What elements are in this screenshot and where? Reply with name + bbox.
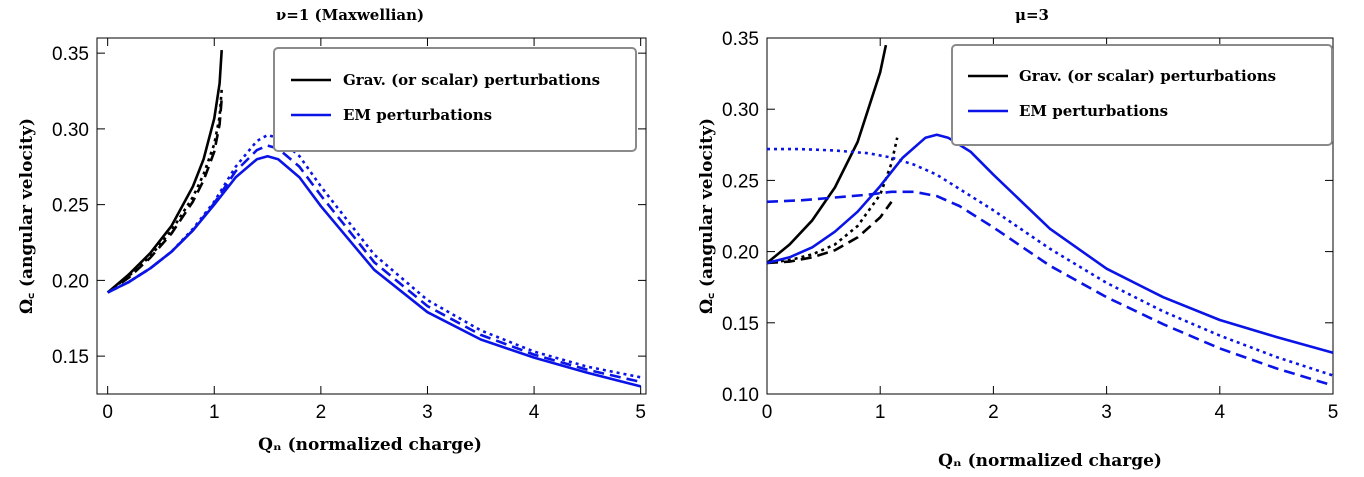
series-line-em-dashed — [107, 144, 641, 384]
series-line-grav-dotted — [106, 89, 223, 294]
legend-box — [273, 47, 637, 152]
series-line-grav-dotted — [766, 137, 899, 265]
x-tick-label: 3 — [1101, 402, 1112, 423]
plot-frame — [766, 37, 1334, 395]
series-line-grav-dashed — [766, 201, 893, 265]
y-axis-title: Ω꜀ (angular velocity) — [697, 118, 717, 314]
y-tick-label: 0.35 — [722, 29, 759, 50]
series-line-em-solid — [766, 133, 1334, 354]
legend-label-em: EM perturbations — [1019, 102, 1168, 120]
series-line-em-dashed — [766, 190, 1334, 387]
x-tick-label: 4 — [529, 402, 540, 423]
y-tick-label: 0.35 — [52, 44, 89, 65]
x-tick-label: 5 — [1328, 402, 1339, 423]
series-line-em-solid — [107, 154, 642, 388]
x-tick-label: 5 — [635, 402, 646, 423]
series-line-grav-dashed — [106, 98, 223, 294]
x-tick-label: 2 — [316, 402, 327, 423]
plot-frame — [96, 37, 647, 395]
x-tick-label: 0 — [762, 402, 773, 423]
y-tick-label: 0.20 — [52, 271, 89, 292]
series-line-grav-solid — [766, 44, 888, 265]
x-tick-label: 4 — [1215, 402, 1226, 423]
legend-label-em: EM perturbations — [343, 106, 492, 124]
x-tick-label: 1 — [209, 402, 220, 423]
y-tick-label: 0.30 — [52, 120, 89, 141]
legend: Grav. (or scalar) perturbations EM pertu… — [951, 44, 1333, 146]
axis-ticks: 0 1 2 3 4 5 0.10 0.15 0.20 0.25 0.30 0.35 — [722, 29, 1338, 423]
series-line-em-dotted — [767, 147, 1334, 377]
y-tick-label: 0.15 — [52, 347, 89, 368]
y-tick-label: 0.10 — [722, 385, 759, 406]
y-axis-title: Ω꜀ (angular velocity) — [17, 118, 37, 314]
y-tick-label: 0.30 — [722, 100, 759, 121]
x-tick-label: 1 — [875, 402, 886, 423]
x-axis-title: Qₙ (normalized charge) — [258, 435, 482, 455]
series-group — [766, 44, 1334, 387]
x-tick-label: 2 — [988, 402, 999, 423]
series-line-em-dotted — [107, 133, 641, 379]
axis-ticks: 0 1 2 3 4 5 0.15 0.20 0.25 0.30 0.35 — [52, 38, 646, 423]
series-group — [106, 50, 642, 388]
legend-label-grav: Grav. (or scalar) perturbations — [1019, 67, 1276, 85]
chart-title: ν=1 (Maxwellian) — [276, 6, 424, 24]
legend-box — [951, 44, 1333, 146]
chart-panel-mu3: μ=3 0 1 2 3 4 5 0.10 0.15 0.20 0.25 0.30 0.35 Qₙ (n… — [697, 6, 1338, 471]
y-tick-label: 0.25 — [52, 196, 89, 217]
x-tick-label: 3 — [422, 402, 433, 423]
y-tick-label: 0.15 — [722, 314, 759, 335]
x-axis-title: Qₙ (normalized charge) — [938, 451, 1162, 471]
legend: Grav. (or scalar) perturbations EM pertu… — [273, 47, 637, 152]
chart-panel-maxwellian: ν=1 (Maxwellian) 0 1 2 3 4 50.150.200.250.300… — [17, 6, 647, 455]
y-tick-label: 0.20 — [722, 243, 759, 264]
series-line-grav-solid — [106, 50, 223, 294]
legend-label-grav: Grav. (or scalar) perturbations — [343, 71, 600, 89]
y-tick-label: 0.25 — [722, 171, 759, 192]
chart-title: μ=3 — [1015, 6, 1049, 24]
x-tick-label: 0 — [102, 402, 113, 423]
